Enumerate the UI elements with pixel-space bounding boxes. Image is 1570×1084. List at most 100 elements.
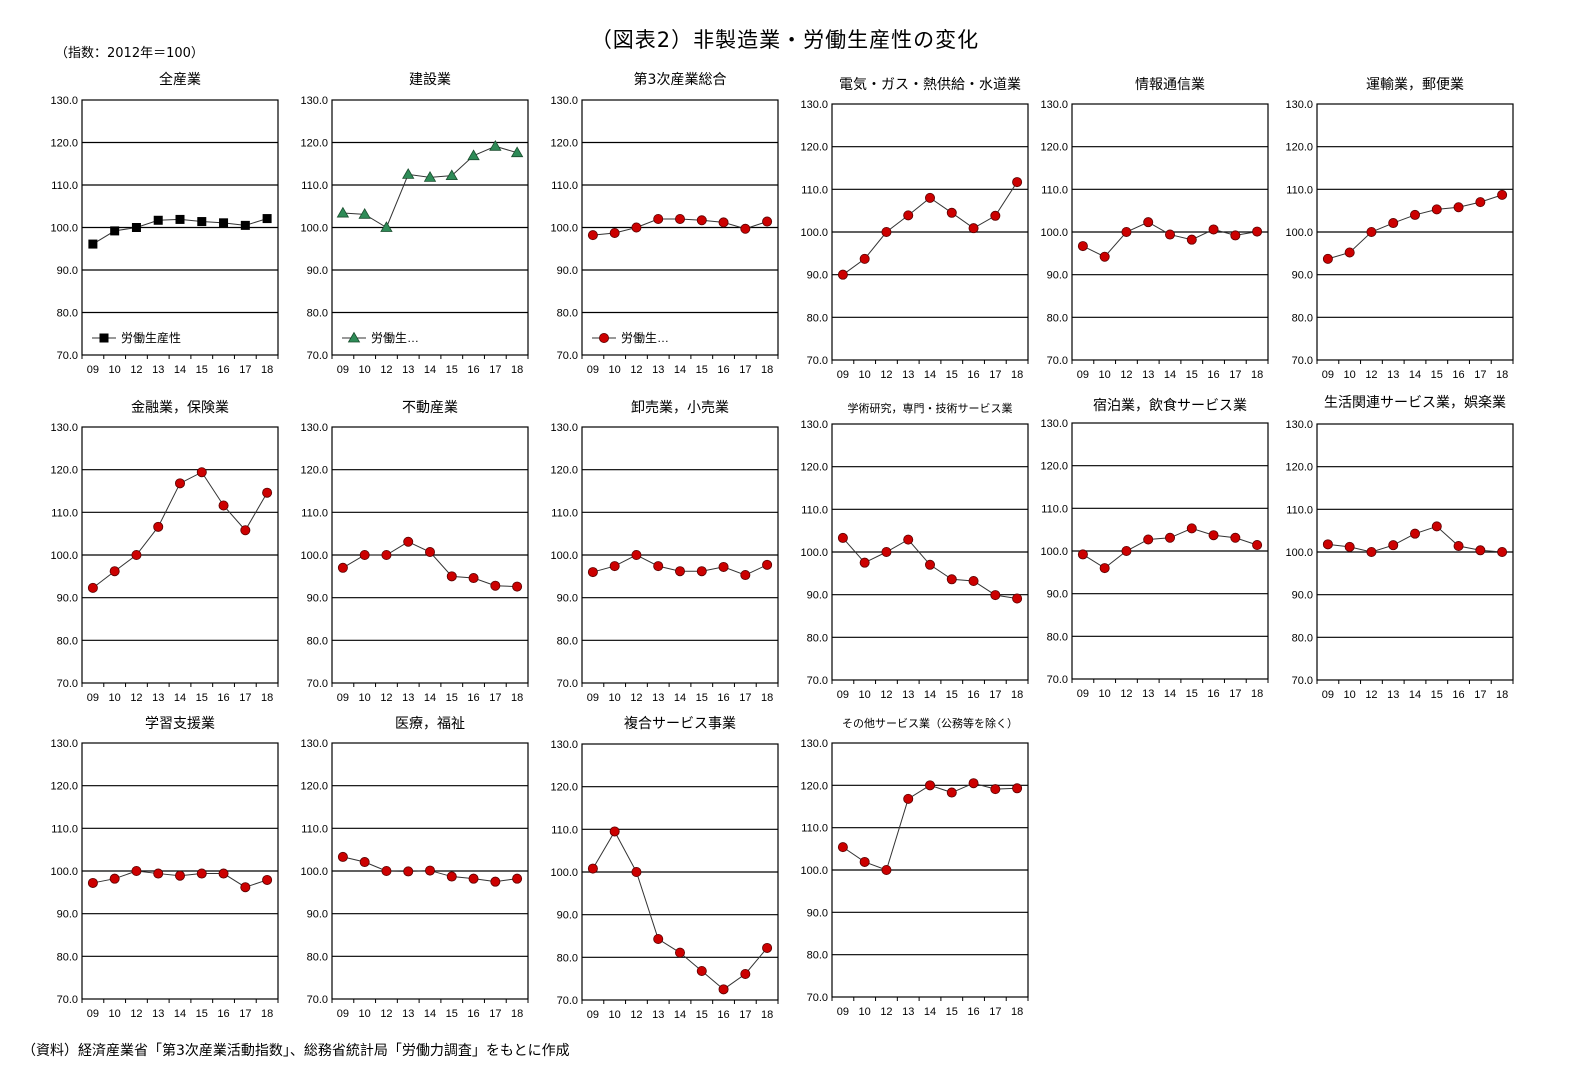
chart-title: 複合サービス事業 bbox=[624, 715, 736, 732]
line-chart: 宿泊業，飲食サービス業 130.0 120.0 110.0 100.0 90.0 80.0 7… bbox=[1040, 397, 1269, 700]
y-tick-label: 100.0 bbox=[550, 867, 578, 879]
x-tick-label: 09 bbox=[337, 692, 349, 704]
x-tick-label: 14 bbox=[1409, 689, 1421, 701]
line-chart: 複合サービス事業 130.0 120.0 110.0 100.0 90.0 80.0 70.0… bbox=[550, 715, 779, 1021]
x-tick-label: 10 bbox=[359, 1008, 371, 1020]
circle-marker bbox=[903, 534, 914, 545]
x-tick-label: 18 bbox=[1011, 1006, 1023, 1018]
y-tick-label: 100.0 bbox=[300, 866, 328, 878]
circle-marker bbox=[674, 947, 685, 958]
chart-title: 第3次産業総合 bbox=[634, 71, 727, 88]
x-tick-label: 13 bbox=[152, 364, 164, 376]
y-tick-label: 120.0 bbox=[300, 138, 328, 150]
y-tick-label: 90.0 bbox=[1047, 270, 1068, 282]
x-tick-label: 16 bbox=[717, 1009, 729, 1021]
x-tick-label: 10 bbox=[859, 689, 871, 701]
x-tick-label: 16 bbox=[467, 692, 479, 704]
circle-marker bbox=[696, 965, 707, 976]
circle-marker bbox=[1186, 523, 1197, 534]
circle-marker bbox=[968, 778, 979, 789]
y-tick-label: 100.0 bbox=[1285, 227, 1313, 239]
x-tick-label: 14 bbox=[424, 692, 436, 704]
y-tick-label: 100.0 bbox=[50, 223, 78, 235]
chart-title: 運輸業，郵便業 bbox=[1366, 77, 1464, 93]
circle-marker bbox=[740, 570, 751, 581]
circle-marker bbox=[1475, 197, 1486, 208]
x-tick-label: 12 bbox=[380, 692, 392, 704]
x-tick-label: 09 bbox=[337, 1008, 349, 1020]
circle-marker bbox=[653, 933, 664, 944]
line-chart: 全産業 130.0 120.0 110.0 100.0 90.0 80.0 70.0 09 10 1… bbox=[50, 71, 279, 376]
circle-marker bbox=[1186, 234, 1197, 245]
triangle-marker bbox=[347, 331, 361, 343]
y-tick-label: 80.0 bbox=[557, 952, 578, 964]
x-tick-label: 17 bbox=[989, 369, 1001, 381]
line-chart: 学習支援業 130.0 120.0 110.0 100.0 90.0 80.0 70.0 09 1… bbox=[50, 716, 279, 1020]
chart-panel: 建設業 130.0 120.0 110.0 100.0 90.0 80.0 70.0 09 10 1… bbox=[290, 68, 535, 385]
y-tick-label: 110.0 bbox=[51, 823, 78, 835]
chart-panel: 不動産業 130.0 120.0 110.0 100.0 90.0 80.0 70.0 09 10… bbox=[290, 395, 535, 713]
plot-area bbox=[831, 423, 1029, 681]
line-chart: 金融業，保険業 130.0 120.0 110.0 100.0 90.0 80.0 70.0 0… bbox=[50, 400, 279, 704]
y-tick-label: 90.0 bbox=[557, 265, 578, 277]
circle-marker bbox=[762, 216, 773, 227]
y-tick-label: 130.0 bbox=[1285, 99, 1313, 111]
x-tick-label: 12 bbox=[130, 1008, 142, 1020]
y-tick-label: 80.0 bbox=[1047, 312, 1068, 324]
x-tick-label: 17 bbox=[1474, 689, 1486, 701]
x-tick-label: 09 bbox=[587, 364, 599, 376]
y-tick-label: 110.0 bbox=[801, 823, 828, 835]
circle-marker bbox=[946, 207, 957, 218]
circle-marker bbox=[696, 566, 707, 577]
circle-marker bbox=[837, 532, 848, 543]
circle-marker bbox=[153, 868, 164, 879]
circle-marker bbox=[424, 547, 435, 558]
circle-marker bbox=[174, 478, 185, 489]
x-tick-label: 09 bbox=[337, 364, 349, 376]
x-tick-label: 14 bbox=[924, 689, 936, 701]
y-tick-label: 110.0 bbox=[801, 184, 828, 196]
x-tick-label: 09 bbox=[837, 1006, 849, 1018]
x-tick-label: 15 bbox=[446, 692, 458, 704]
chart-panel: 全産業 130.0 120.0 110.0 100.0 90.0 80.0 70.0 09 10 1… bbox=[40, 68, 285, 385]
x-tick-label: 13 bbox=[902, 689, 914, 701]
circle-marker bbox=[762, 559, 773, 570]
square-marker bbox=[99, 333, 109, 343]
chart-panel: 医療，福祉 130.0 120.0 110.0 100.0 90.0 80.0 70.0 09 1… bbox=[290, 710, 535, 1029]
plot-area bbox=[831, 742, 1029, 998]
circle-marker bbox=[468, 573, 479, 584]
triangle-marker bbox=[380, 221, 393, 232]
y-tick-label: 120.0 bbox=[50, 138, 78, 150]
x-tick-label: 10 bbox=[859, 1006, 871, 1018]
circle-marker bbox=[762, 942, 773, 953]
x-tick-label: 12 bbox=[630, 364, 642, 376]
y-tick-label: 130.0 bbox=[50, 738, 78, 750]
circle-marker bbox=[381, 865, 392, 876]
chart-title: 宿泊業，飲食サービス業 bbox=[1093, 397, 1247, 414]
x-tick-label: 10 bbox=[859, 369, 871, 381]
x-tick-label: 17 bbox=[739, 1009, 751, 1021]
circle-marker bbox=[1366, 226, 1377, 237]
circle-marker bbox=[174, 870, 185, 881]
chart-panel: 金融業，保険業 130.0 120.0 110.0 100.0 90.0 80.0 70.0 0… bbox=[40, 395, 285, 713]
circle-marker bbox=[587, 863, 598, 874]
x-tick-label: 16 bbox=[967, 1006, 979, 1018]
y-tick-label: 90.0 bbox=[57, 593, 78, 605]
triangle-marker bbox=[423, 171, 437, 182]
y-tick-label: 80.0 bbox=[807, 950, 828, 962]
x-tick-label: 13 bbox=[402, 692, 414, 704]
circle-marker bbox=[1164, 229, 1175, 240]
y-tick-label: 110.0 bbox=[51, 507, 78, 519]
plot-area bbox=[331, 99, 529, 356]
plot-area bbox=[1071, 422, 1269, 680]
x-tick-label: 10 bbox=[1099, 688, 1111, 700]
y-tick-label: 100.0 bbox=[1285, 547, 1313, 559]
x-tick-label: 15 bbox=[946, 689, 958, 701]
x-tick-label: 14 bbox=[174, 692, 186, 704]
circle-marker bbox=[512, 873, 523, 884]
circle-marker bbox=[924, 780, 935, 791]
line-chart: 医療，福祉 130.0 120.0 110.0 100.0 90.0 80.0 70.0 09 1… bbox=[300, 715, 529, 1020]
y-tick-label: 70.0 bbox=[1047, 355, 1068, 367]
circle-marker bbox=[1012, 177, 1023, 188]
x-tick-label: 13 bbox=[1142, 369, 1154, 381]
